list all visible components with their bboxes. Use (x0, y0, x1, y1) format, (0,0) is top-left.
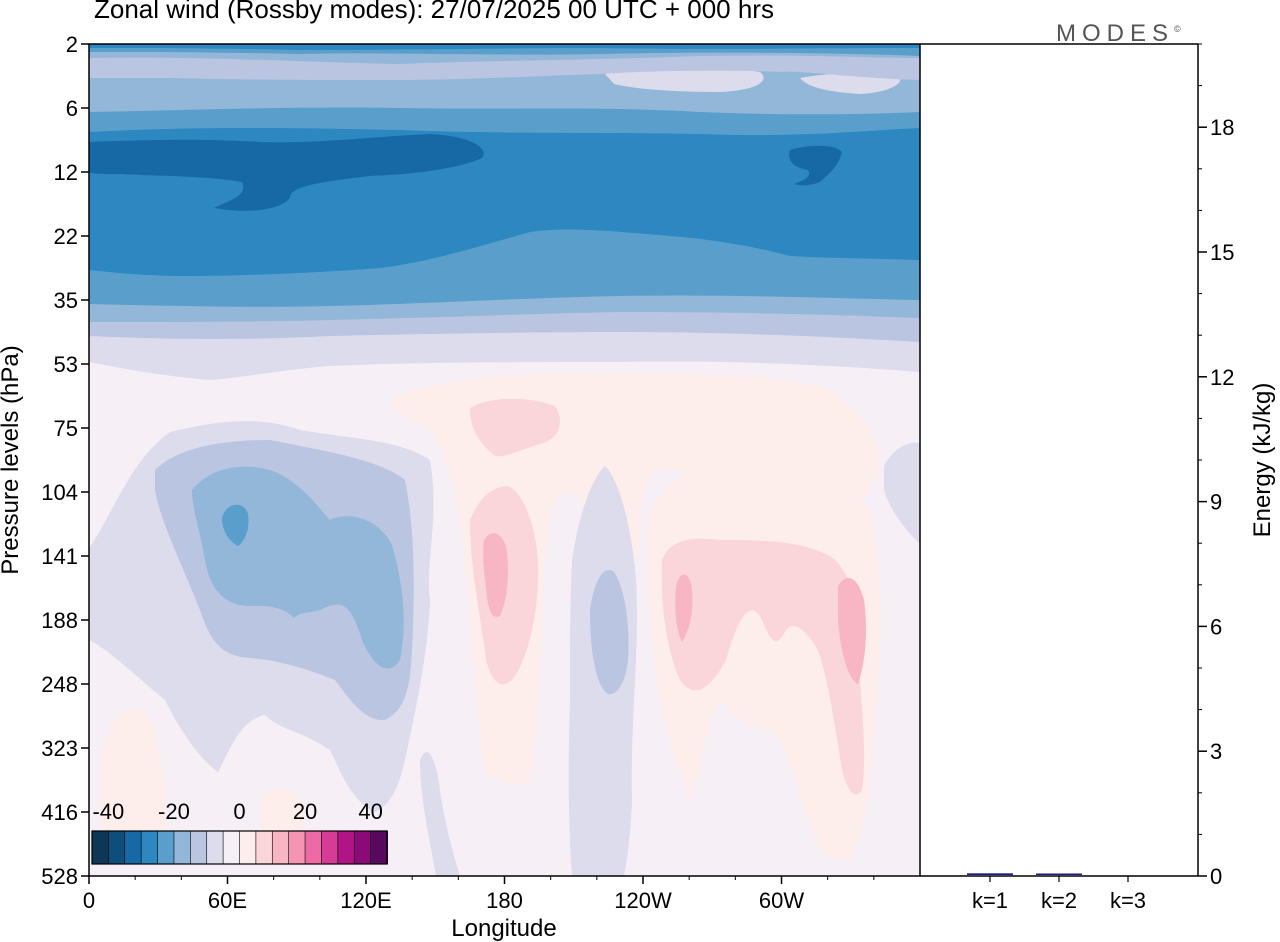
energy-tick-label: 12 (1210, 365, 1234, 390)
energy-bars (967, 873, 1082, 875)
pressure-tick-label: 6 (66, 96, 78, 121)
colorbar-swatch (222, 830, 241, 865)
wavenumber-labels: k=1 k=2 k=3 (972, 876, 1146, 913)
colorbar-frame (91, 830, 388, 865)
colorbar-swatch (140, 830, 159, 865)
pressure-tick-label: 12 (54, 160, 78, 185)
colorbar-tick-label: -20 (158, 799, 190, 824)
wavenumber-label: k=2 (1041, 888, 1077, 913)
pressure-tick-label: 141 (41, 544, 78, 569)
colorbar-swatch (206, 830, 225, 865)
brand-text: MODES (1056, 20, 1175, 47)
contour-cell-pos-4 (483, 533, 508, 617)
brand-mark: © (1174, 24, 1181, 34)
energy-bar (967, 873, 1013, 875)
colorbar-swatch (304, 830, 323, 865)
contour-band-upper-9 (800, 73, 901, 94)
wavenumber-label: k=3 (1110, 888, 1146, 913)
contour-band-upper-7 (789, 145, 842, 186)
wavenumber-label: k=1 (972, 888, 1008, 913)
colorbar-swatch (353, 830, 372, 865)
pressure-tick-label: 35 (54, 288, 78, 313)
energy-tick-label: 9 (1210, 490, 1222, 515)
energy-tick-label: 3 (1210, 739, 1222, 764)
energy-tick-label: 18 (1210, 115, 1234, 140)
energy-ticks: 0 3 6 9 12 15 18 (1198, 43, 1234, 889)
pressure-tick-label: 416 (41, 800, 78, 825)
pressure-tick-label: 53 (54, 352, 78, 377)
pressure-axis: 2 6 12 22 35 53 75 104 141 188 248 323 416 528 (41, 32, 89, 889)
colorbar-swatch (124, 830, 143, 865)
colorbar-swatch (173, 830, 192, 865)
zonal-wind-contour-field (89, 44, 920, 876)
pressure-tick-label: 188 (41, 608, 78, 633)
pressure-tick-label: 75 (54, 416, 78, 441)
contour-cell-pos-6 (661, 538, 865, 795)
energy-axes: 0 3 6 9 12 15 18 k=1 k=2 k=3 Energy (kJ/kg) (920, 43, 1276, 913)
energy-axis-label: Energy (kJ/kg) (1249, 383, 1276, 538)
modes-logo: MODES© (1056, 20, 1181, 48)
contour-band-upper-8 (605, 65, 764, 92)
energy-tick-label: 15 (1210, 240, 1234, 265)
contour-cell-pos-7 (675, 574, 693, 642)
pressure-tick-label: 2 (66, 32, 78, 57)
colorbar-swatch (321, 830, 339, 865)
longitude-tick-label: 0 (83, 888, 95, 913)
energy-tick-label: 6 (1210, 614, 1222, 639)
colorbar-tick-label: 0 (233, 799, 245, 824)
colorbar-swatch (370, 830, 388, 865)
contour-band-upper-6 (89, 134, 484, 211)
y-axis-label: Pressure levels (hPa) (0, 345, 24, 574)
contour-cell-pos-9 (100, 708, 167, 840)
pressure-tick-label: 528 (41, 864, 78, 889)
contour-axes: 2 6 12 22 35 53 75 104 141 188 248 323 416 528 0 60E 12… (0, 32, 921, 942)
x-axis-label: Longitude (451, 915, 556, 942)
colorbar-swatch (288, 830, 306, 865)
contour-band-upper-12 (89, 44, 920, 50)
longitude-tick-label: 180 (486, 888, 523, 913)
chart-title: Zonal wind (Rossby modes): 27/07/2025 00… (94, 0, 774, 24)
energy-bar (1036, 873, 1082, 875)
contour-cell-pos-8 (838, 577, 866, 684)
colorbar-tick-label: -40 (92, 799, 124, 824)
contour-cell-neg-4 (222, 504, 249, 546)
colorbar-tick-label: 20 (293, 799, 317, 824)
longitude-tick-label: 60E (208, 888, 247, 913)
colorbar-swatch (337, 830, 356, 865)
colorbar-swatch (91, 830, 110, 865)
longitude-tick-label: 120W (614, 888, 672, 913)
colorbar-tick-label: 40 (358, 799, 382, 824)
colorbar-swatch (108, 830, 126, 865)
colorbar-swatch (157, 830, 175, 865)
pressure-tick-label: 248 (41, 672, 78, 697)
contour-cell-neg-6 (590, 569, 629, 695)
colorbar-tick-labels: -40 -20 0 20 40 (92, 799, 382, 824)
colorbar-swatch (255, 830, 274, 865)
pressure-tick-label: 104 (41, 480, 78, 505)
longitude-tick-label: 60W (759, 888, 804, 913)
colorbar: -40 -20 0 20 40 (91, 799, 388, 865)
colorbar-swatch (190, 830, 208, 865)
colorbar-swatch (239, 830, 257, 865)
contour-cell-neg-8 (420, 751, 460, 876)
contour-cell-pos-2 (470, 398, 560, 457)
pressure-tick-label: 323 (41, 736, 78, 761)
pressure-tick-label: 22 (54, 224, 78, 249)
longitude-axis: 0 60E 120E 180 120W 60W (83, 876, 875, 913)
colorbar-swatches (91, 830, 388, 865)
energy-tick-label: 0 (1210, 864, 1222, 889)
colorbar-swatch (271, 830, 290, 865)
longitude-tick-label: 120E (340, 888, 391, 913)
contour-band-upper-10 (89, 55, 920, 80)
contour-cell-neg-7 (884, 442, 920, 544)
